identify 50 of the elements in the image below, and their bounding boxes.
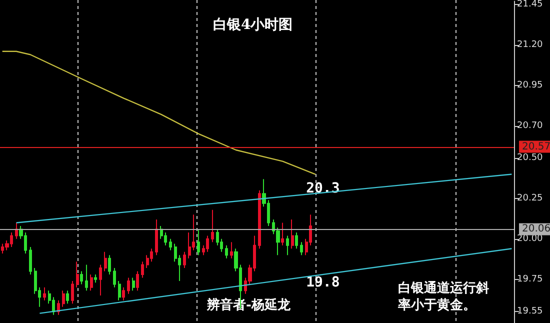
candlestick (118, 280, 121, 301)
candlestick (104, 251, 107, 272)
candlestick (85, 264, 88, 292)
candlestick (206, 235, 209, 252)
candlestick (76, 261, 79, 288)
line-series (2, 50, 316, 175)
candlestick (183, 251, 186, 269)
candlestick (258, 190, 261, 250)
candlestick (90, 274, 93, 292)
candlestick (62, 290, 65, 308)
candlestick (113, 268, 116, 288)
candlestick (197, 228, 200, 256)
annotation: 白银通道运行斜率小于黄金。 (397, 280, 489, 313)
candlestick (230, 242, 233, 259)
candlestick (295, 232, 298, 250)
candlestick (94, 274, 97, 284)
candlestick (155, 219, 158, 256)
candlestick (281, 222, 284, 246)
candlestick (132, 277, 135, 292)
candlestick (29, 246, 32, 275)
y-tick-label: 20.50 (517, 153, 544, 164)
text: 白银4小时图 (213, 17, 293, 33)
candlestick (136, 270, 139, 292)
y-tick-label: 19.55 (517, 306, 543, 317)
y-tick-label: 20.95 (517, 80, 543, 90)
candlestick (291, 219, 294, 250)
candlestick (169, 238, 172, 251)
candlestick (43, 286, 46, 301)
ref-line-label: 20.06 (522, 224, 550, 235)
candlestick (15, 222, 18, 240)
ref-line-label: 20.57 (522, 141, 550, 152)
annotation: 20.3 (306, 180, 340, 196)
annotation: 19.8 (306, 274, 340, 290)
candlestick (127, 277, 130, 294)
candlestick (66, 290, 69, 304)
candlestick (141, 261, 144, 278)
candlestick (108, 254, 111, 275)
candlestick (99, 264, 102, 296)
y-tick-label: 19.75 (517, 274, 543, 284)
candlestick (80, 270, 83, 285)
candlestick (286, 235, 289, 256)
y-tick-label: 20.70 (517, 120, 544, 131)
y-tick-label: 21.45 (517, 0, 543, 10)
y-tick-label: 20.25 (517, 194, 543, 204)
candlestick (71, 280, 74, 304)
y-tick-label: 21.20 (517, 40, 544, 50)
candlestick (300, 242, 303, 256)
candlestick (211, 209, 214, 243)
candlestick (225, 244, 228, 259)
candlestick (122, 286, 125, 301)
